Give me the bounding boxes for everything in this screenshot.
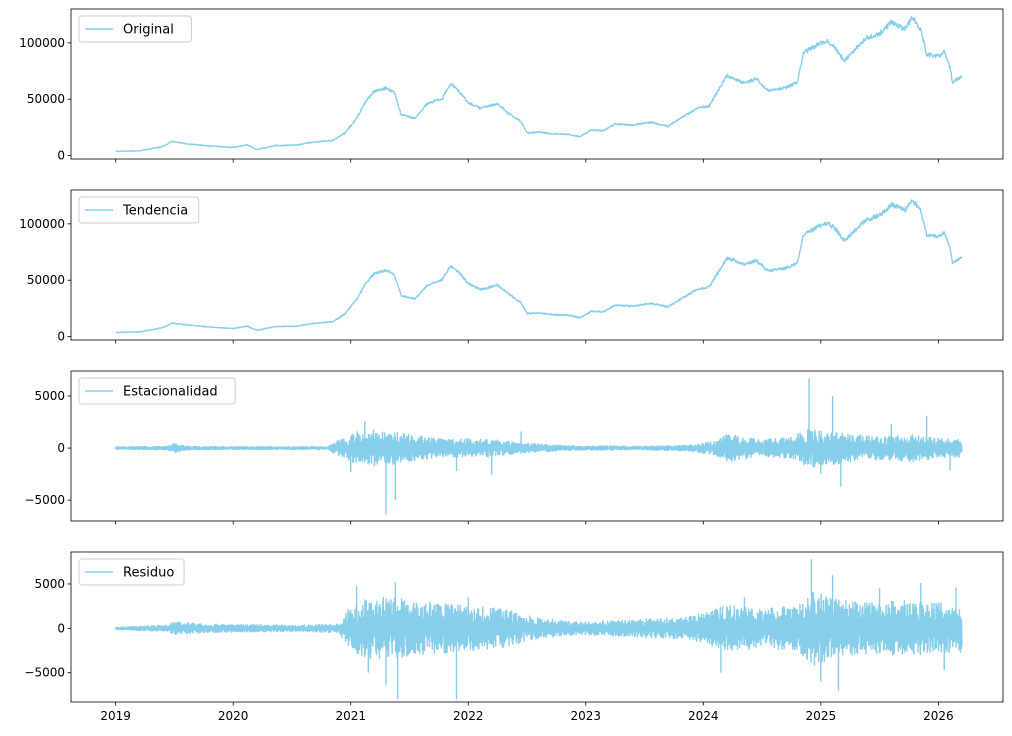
panel-residual: −5000 0 5000 2019 2020 2021 2022 2023 2024 2025 20…	[24, 551, 1004, 723]
plot-area-trend	[115, 199, 963, 334]
legend-trend: Tendencia	[78, 196, 200, 224]
series-line-seasonal	[115, 429, 963, 468]
legend-seasonal: Estacionalidad	[78, 377, 236, 405]
legend-label-residual: Residuo	[123, 566, 174, 581]
x-tick-label-6: 2025	[806, 709, 837, 723]
x-tick-label-4: 2023	[571, 709, 602, 723]
y-tick-label-original-0: 0	[57, 149, 65, 163]
y-tick-label-residual-0: −5000	[24, 666, 65, 680]
y-tick-label-seasonal-2: 5000	[34, 389, 65, 403]
plot-area-seasonal	[115, 378, 963, 515]
legend-original: Original	[78, 15, 192, 43]
y-tick-label-residual-2: 5000	[34, 577, 65, 591]
legend-box-trend	[78, 196, 200, 224]
x-tick-label-2: 2021	[335, 709, 366, 723]
x-tick-label-7: 2026	[923, 709, 954, 723]
y-tick-label-residual-1: 0	[57, 621, 65, 635]
series-line-original	[115, 15, 963, 153]
legend-box-residual	[78, 558, 185, 586]
legend-box-seasonal	[78, 377, 236, 405]
y-tick-label-trend-0: 0	[57, 330, 65, 344]
y-tick-label-original-1: 50000	[27, 92, 65, 106]
legend-box-original	[78, 15, 192, 43]
legend-residual: Residuo	[78, 558, 185, 586]
legend-label-original: Original	[123, 23, 174, 38]
legend-label-seasonal: Estacionalidad	[123, 385, 218, 400]
plot-area-original	[115, 15, 963, 153]
y-tick-label-seasonal-1: 0	[57, 441, 65, 455]
plot-area-residual	[115, 559, 963, 700]
x-tick-label-0: 2019	[100, 709, 131, 723]
series-line-trend	[115, 199, 963, 334]
axes-frame-original	[70, 8, 1004, 160]
panel-original: 0 50000 100000 Original	[19, 8, 1004, 163]
x-tick-label-3: 2022	[453, 709, 484, 723]
axes-frame-seasonal	[70, 370, 1004, 522]
axes-frame-residual	[70, 551, 1004, 703]
series-line-residual	[115, 591, 963, 666]
panel-seasonal: −5000 0 5000 Estacionalidad	[24, 370, 1004, 525]
y-tick-label-trend-1: 50000	[27, 273, 65, 287]
x-tick-label-1: 2020	[218, 709, 249, 723]
panel-trend: 0 50000 100000 Tendencia	[19, 189, 1004, 344]
legend-label-trend: Tendencia	[122, 204, 188, 219]
axes-frame-trend	[70, 189, 1004, 341]
x-tick-label-5: 2024	[688, 709, 719, 723]
y-tick-label-original-2: 100000	[19, 36, 65, 50]
y-tick-label-trend-2: 100000	[19, 217, 65, 231]
y-tick-label-seasonal-0: −5000	[24, 493, 65, 507]
